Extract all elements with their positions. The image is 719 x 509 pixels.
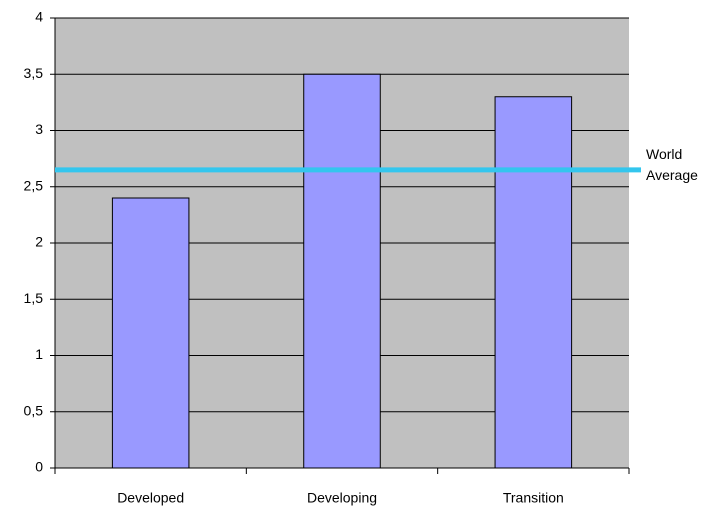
bar <box>303 73 381 469</box>
x-tick-label: Developing <box>307 490 377 506</box>
y-tick-label: 2,5 <box>24 177 44 193</box>
x-tick-label: Developed <box>117 490 184 506</box>
bar <box>111 197 190 469</box>
y-tick-label: 2 <box>35 234 43 250</box>
x-tick-label: Transition <box>503 490 564 506</box>
bar <box>494 96 573 469</box>
reference-label: World Average <box>646 146 698 183</box>
y-tick-label: 1,5 <box>24 290 44 306</box>
y-tick-label: 0 <box>35 459 43 475</box>
y-tick-label: 4 <box>35 9 43 25</box>
y-tick-label: 3,5 <box>24 65 44 81</box>
y-tick-label: 0,5 <box>24 402 44 418</box>
y-tick-label: 3 <box>35 121 43 137</box>
y-tick-label: 1 <box>35 346 43 362</box>
